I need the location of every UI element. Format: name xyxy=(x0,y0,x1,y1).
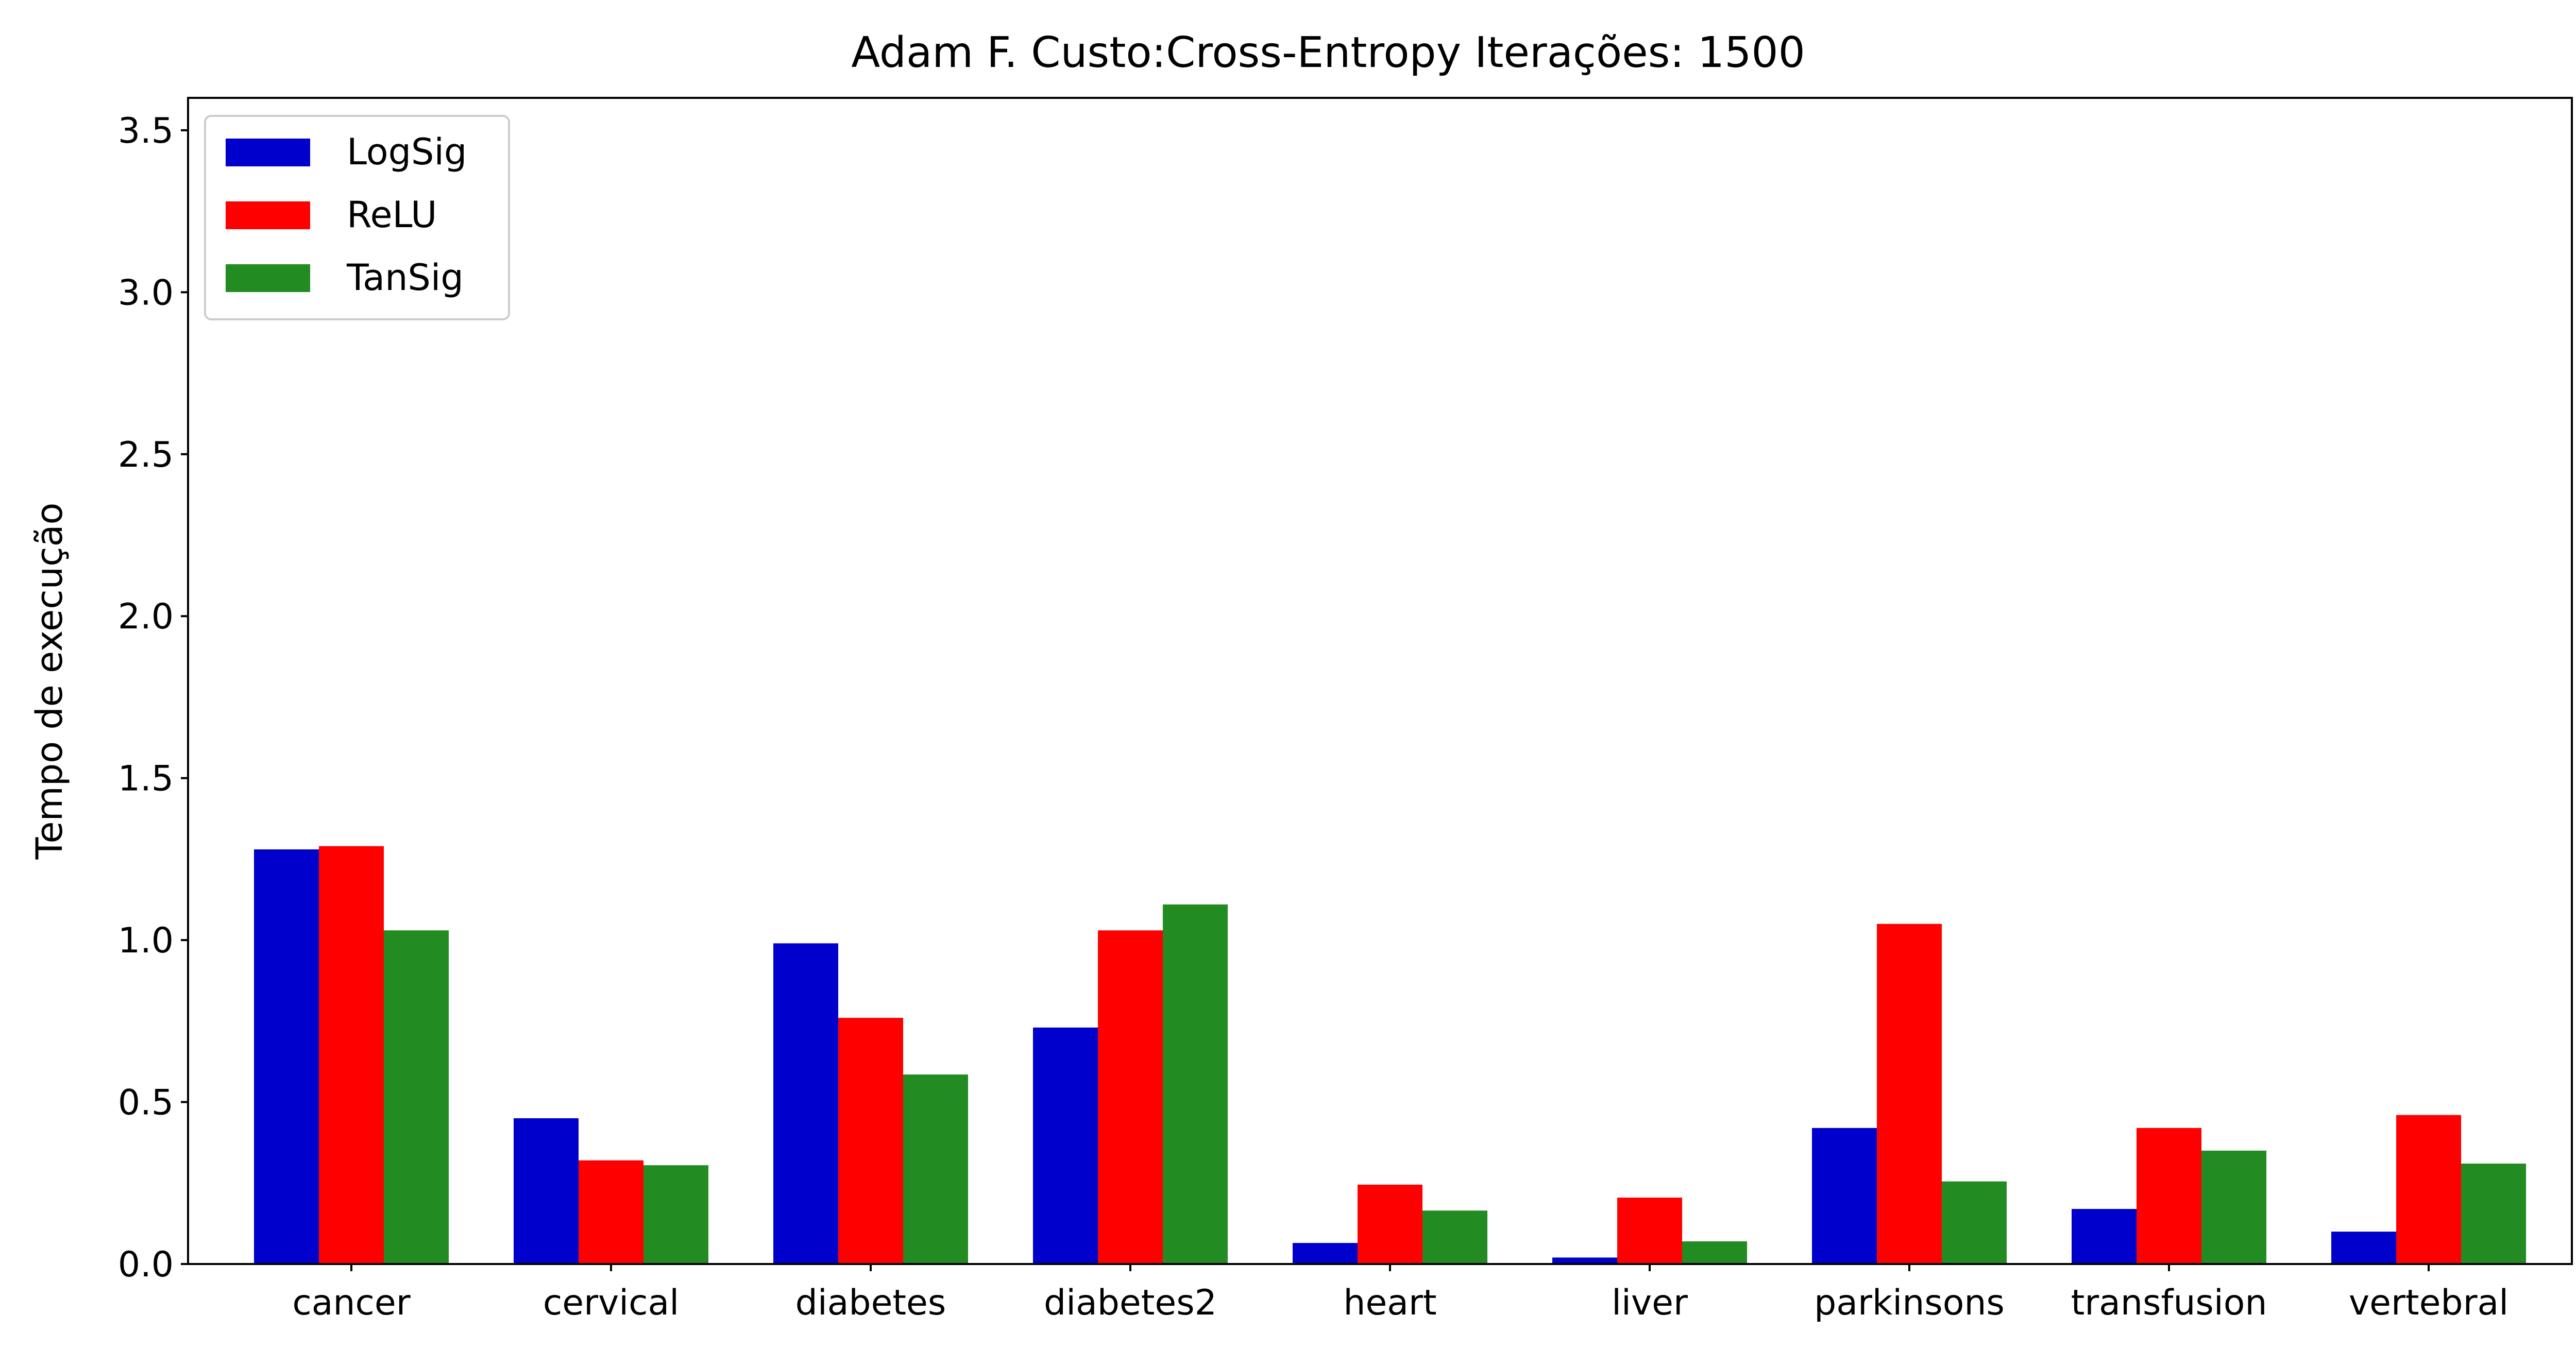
bar-diabetes-logsig xyxy=(773,943,838,1264)
bar-cancer-relu xyxy=(319,846,384,1264)
bar-heart-tansig xyxy=(1422,1210,1487,1264)
bar-vertebral-relu xyxy=(2396,1115,2461,1264)
bar-liver-relu xyxy=(1617,1198,1682,1264)
x-tick-label-transfusion: transfusion xyxy=(2071,1283,2267,1323)
legend: LogSig ReLU TanSig xyxy=(204,115,510,320)
bar-cancer-tansig xyxy=(384,930,449,1264)
x-tick-label-vertebral: vertebral xyxy=(2349,1283,2509,1323)
y-tick-label: 2.0 xyxy=(118,596,174,637)
plot-area-frame xyxy=(187,97,2573,1265)
x-tick-label-liver: liver xyxy=(1612,1283,1688,1323)
legend-swatch-tansig xyxy=(226,264,310,292)
bar-liver-tansig xyxy=(1682,1241,1747,1264)
bar-transfusion-relu xyxy=(2137,1128,2201,1264)
y-tick-label: 2.5 xyxy=(118,435,174,475)
x-tick-label-heart: heart xyxy=(1343,1283,1436,1323)
bar-vertebral-logsig xyxy=(2331,1232,2396,1264)
bar-transfusion-logsig xyxy=(2072,1209,2137,1264)
y-tick-label: 0.5 xyxy=(118,1083,174,1123)
x-tick-label-cervical: cervical xyxy=(543,1283,679,1323)
x-tick-label-parkinsons: parkinsons xyxy=(1814,1283,2005,1323)
bar-heart-logsig xyxy=(1293,1243,1358,1264)
bar-parkinsons-logsig xyxy=(1812,1128,1877,1264)
legend-swatch-logsig xyxy=(226,139,310,166)
x-axis-ticks: cancer cervical diabetes diabetes2 heart live… xyxy=(292,1264,2509,1323)
y-axis-label: Tempo de execução xyxy=(28,503,71,860)
x-tick-label-cancer: cancer xyxy=(292,1283,410,1323)
x-tick-label-diabetes: diabetes xyxy=(795,1283,946,1323)
bar-cervical-relu xyxy=(579,1160,643,1264)
bar-parkinsons-relu xyxy=(1877,924,1942,1264)
bar-diabetes-relu xyxy=(838,1018,903,1264)
bar-vertebral-tansig xyxy=(2461,1164,2526,1264)
bar-parkinsons-tansig xyxy=(1942,1181,2007,1264)
bar-liver-logsig xyxy=(1552,1257,1617,1264)
bar-cervical-logsig xyxy=(514,1118,579,1264)
bar-heart-relu xyxy=(1358,1184,1422,1264)
bar-transfusion-tansig xyxy=(2201,1150,2266,1264)
y-tick-label: 3.0 xyxy=(118,272,174,313)
y-tick-label: 1.0 xyxy=(118,920,174,961)
bar-diabetes-tansig xyxy=(903,1074,968,1264)
bar-diabetes2-logsig xyxy=(1033,1027,1098,1264)
x-tick-label-diabetes2: diabetes2 xyxy=(1044,1283,1217,1323)
bar-cancer-logsig xyxy=(254,849,319,1264)
bars-group xyxy=(254,846,2526,1264)
legend-label-relu: ReLU xyxy=(347,194,437,236)
legend-swatch-relu xyxy=(226,201,310,229)
bar-diabetes2-relu xyxy=(1098,930,1163,1264)
y-axis-ticks: 0.0 0.5 1.0 1.5 2.0 2.5 3.0 3.5 xyxy=(118,111,188,1285)
bar-diabetes2-tansig xyxy=(1163,904,1228,1264)
chart-title: Adam F. Custo:Cross-Entropy Iterações: 1… xyxy=(851,28,1805,77)
bar-cervical-tansig xyxy=(643,1165,708,1264)
y-tick-label: 0.0 xyxy=(118,1244,174,1285)
y-tick-label: 1.5 xyxy=(118,759,174,799)
legend-label-tansig: TanSig xyxy=(346,257,464,299)
legend-label-logsig: LogSig xyxy=(347,131,467,173)
y-tick-label: 3.5 xyxy=(118,111,174,151)
